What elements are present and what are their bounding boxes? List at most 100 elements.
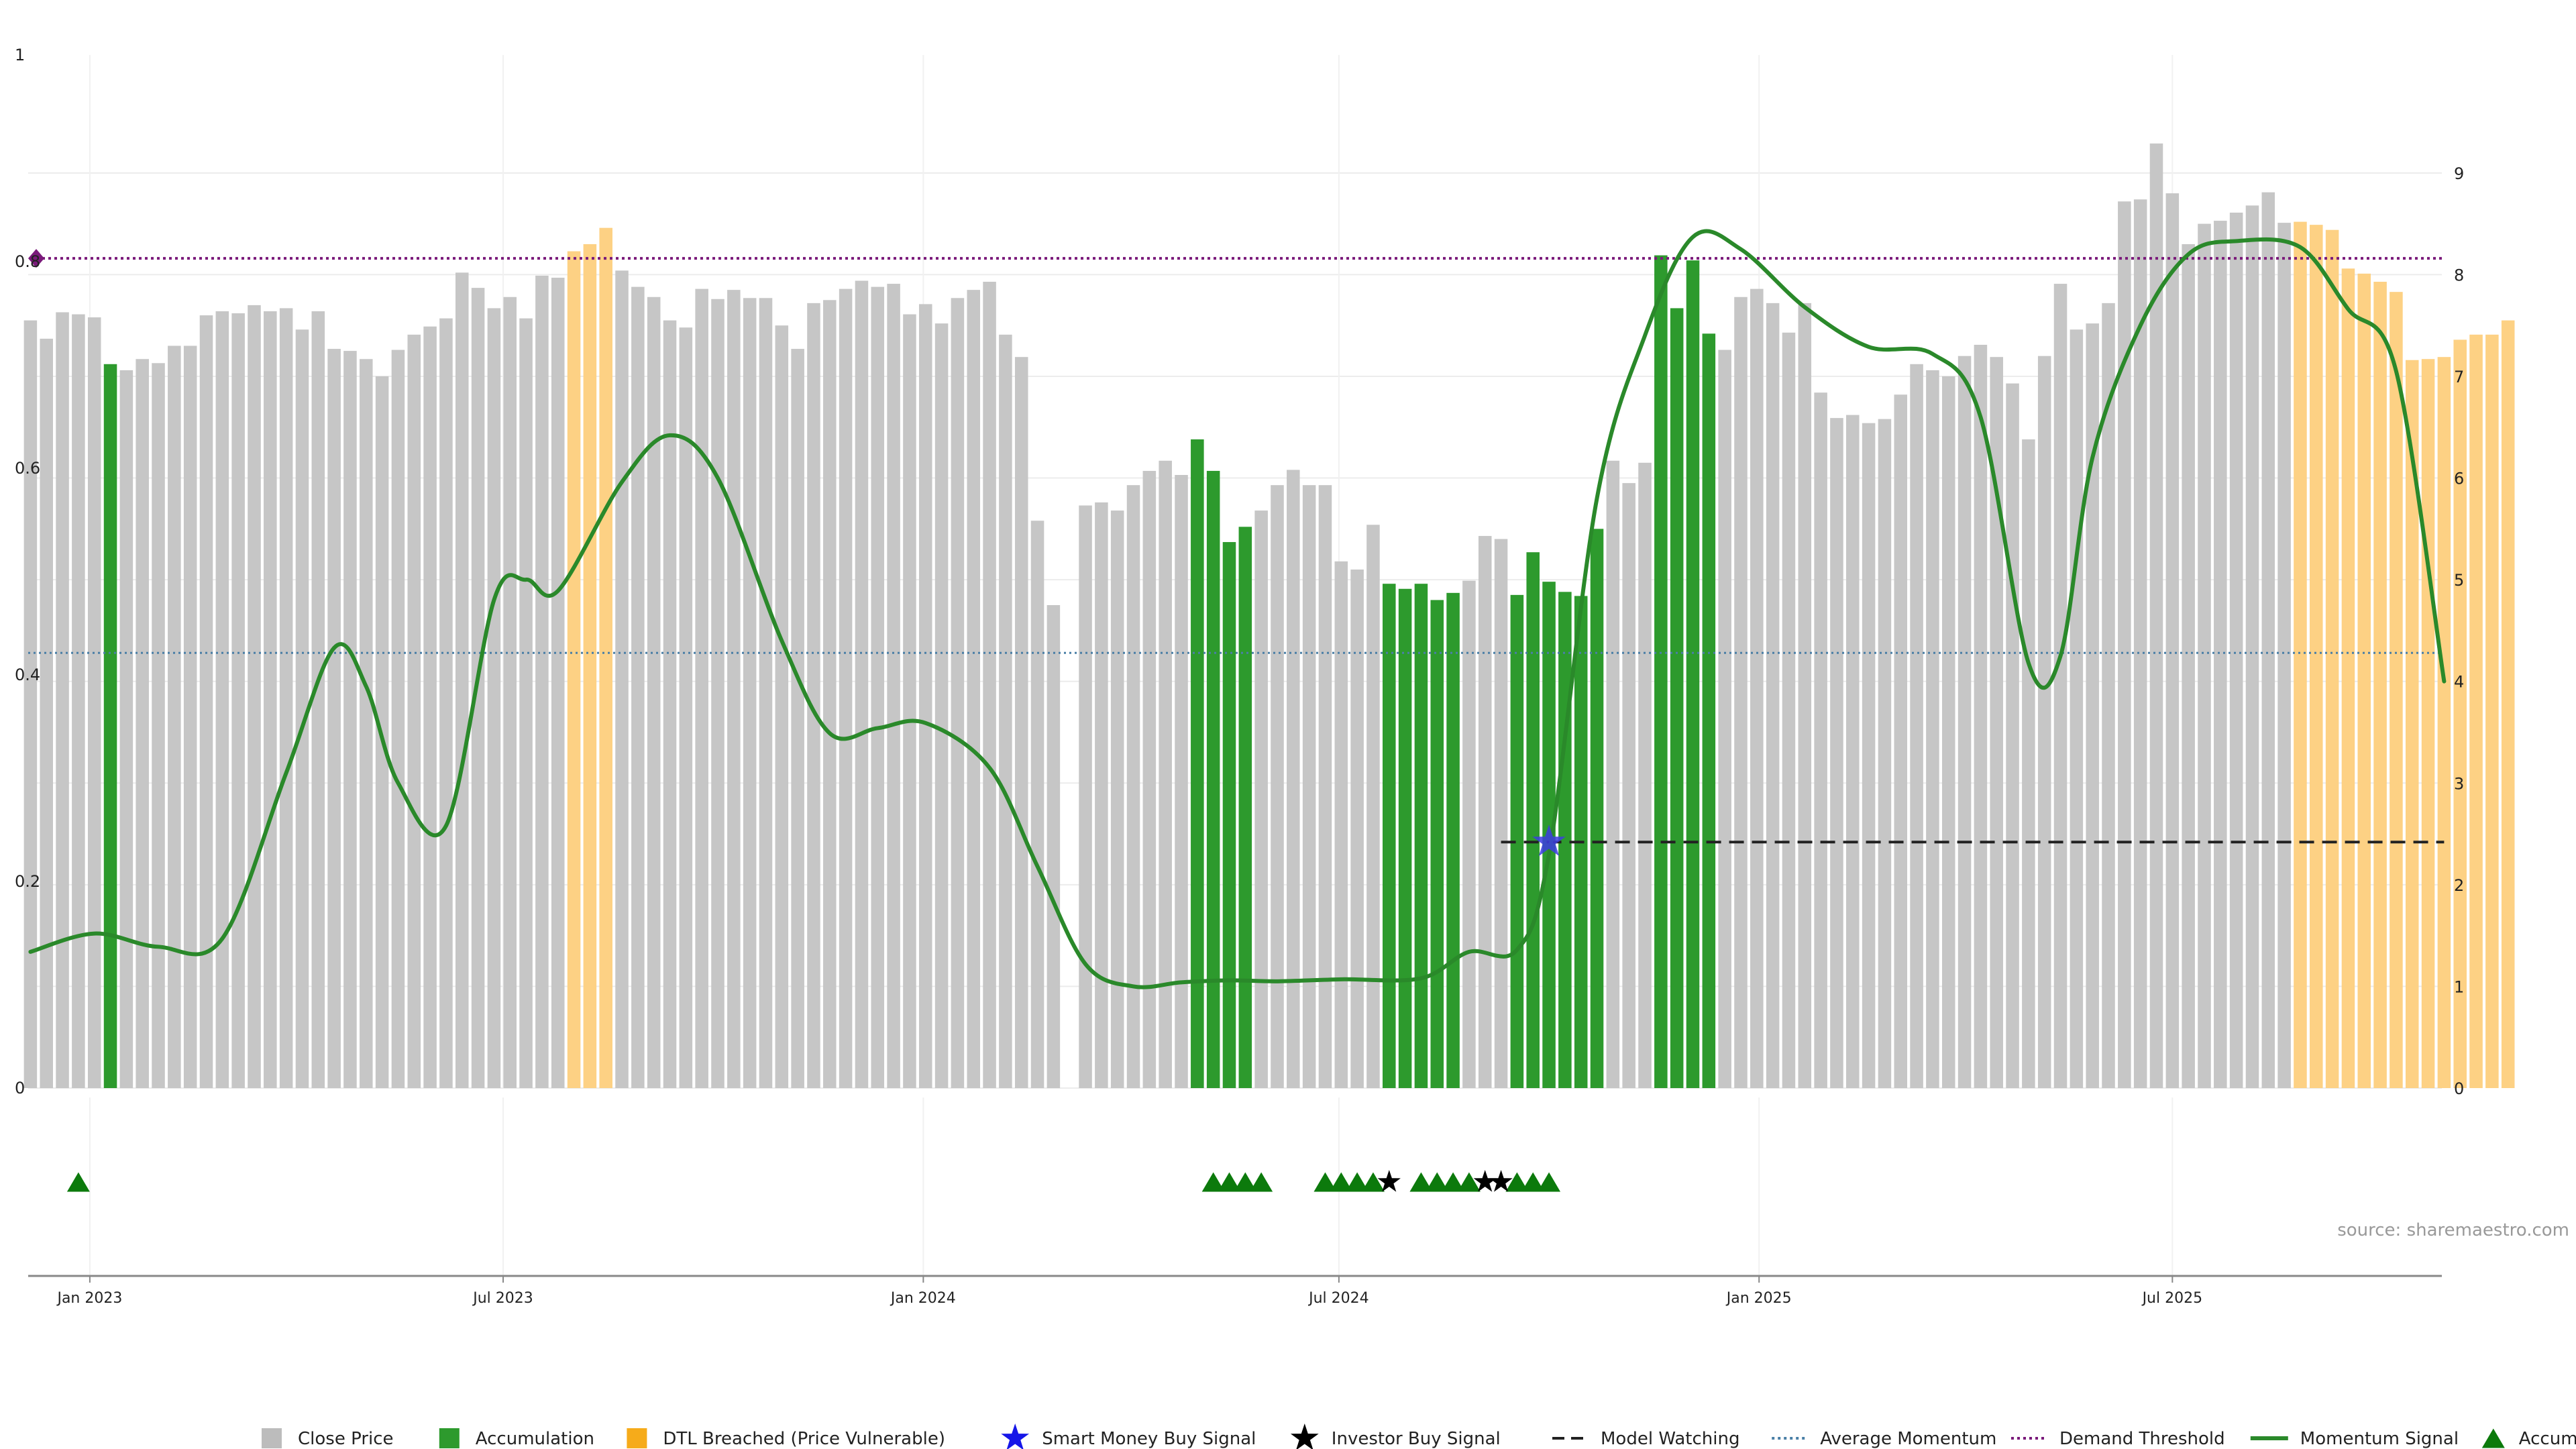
bar-close-58 [951,298,965,1088]
bar-close-29 [487,308,501,1088]
x-tick-label: Jan 2024 [890,1290,956,1307]
bar-dtl-149 [2405,360,2419,1089]
x-tick-label: Jul 2023 [472,1290,533,1307]
bar-close-72 [1175,475,1188,1088]
bar-close-123 [1990,357,2003,1088]
bar-close-90 [1462,580,1476,1088]
legend-label-accumulation-marker: Accumulation [2519,1429,2576,1449]
bar-dtl-155 [2501,320,2515,1088]
bar-close-13 [231,313,245,1088]
bar-close-80 [1302,485,1316,1088]
bar-accumulation-5 [103,364,117,1089]
bar-close-38 [631,286,645,1088]
bar-close-62 [1014,357,1028,1088]
bar-dtl-34 [567,251,581,1089]
demand-threshold-diamond [28,249,44,268]
right-y-tick-label: 5 [2454,571,2464,590]
bar-accumulation-86 [1398,588,1412,1088]
bar-close-117 [1894,394,1908,1089]
bar-close-106 [1718,350,1731,1089]
bar-dtl-147 [2373,282,2387,1088]
bar-close-78 [1271,485,1284,1088]
bar-close-31 [519,318,533,1088]
bar-close-109 [1766,303,1780,1088]
bar-close-66 [1079,505,1092,1088]
bar-accumulation-93 [1510,594,1524,1088]
bar-close-23 [391,350,405,1089]
bar-close-61 [999,334,1012,1089]
right-y-tick-label: 7 [2454,368,2464,386]
bar-close-70 [1142,470,1157,1088]
bar-dtl-150 [2421,359,2435,1088]
bar-close-137 [2214,221,2227,1089]
bar-accumulation-76 [1238,527,1252,1088]
bar-close-18 [311,311,325,1088]
bar-close-4 [87,317,101,1088]
right-y-tick-label: 4 [2454,673,2464,692]
bar-close-49 [807,303,820,1088]
bar-accumulation-88 [1430,600,1444,1088]
bar-close-2 [56,312,69,1088]
left-y-tick-label: 0.6 [15,459,40,478]
bar-close-67 [1095,502,1108,1088]
accumulation-marker-4 [1250,1172,1273,1192]
bar-close-26 [439,318,453,1088]
bar-accumulation-85 [1382,584,1396,1088]
bar-accumulation-74 [1206,470,1220,1088]
bar-close-12 [215,311,229,1088]
legend-label-dtl-breached: DTL Breached (Price Vulnerable) [663,1429,945,1449]
bar-accumulation-98 [1590,529,1604,1088]
bar-close-92 [1494,539,1508,1088]
accumulation-marker-9 [1409,1172,1433,1192]
bar-close-132 [2133,199,2147,1088]
bar-close-57 [934,323,949,1088]
right-y-tick-label: 1 [2454,977,2464,996]
bar-dtl-143 [2310,225,2323,1089]
bar-close-134 [2165,193,2180,1088]
legend-label-accumulation-bar: Accumulation [476,1429,594,1449]
x-tick-label: Jan 2023 [56,1290,122,1307]
bar-close-81 [1318,485,1332,1088]
bar-close-40 [663,320,677,1088]
accumulation-marker-15 [1538,1172,1561,1192]
legend-label-average-momentum: Average Momentum [1820,1429,1996,1449]
bar-close-139 [2245,205,2259,1089]
bar-close-99 [1606,460,1620,1088]
investor-buy-marker-1 [1473,1170,1497,1192]
bar-close-21 [360,359,373,1088]
bar-close-54 [887,284,900,1088]
legend-swatch-accumulation-marker [2481,1428,2505,1448]
bar-close-63 [1030,521,1044,1088]
bar-dtl-152 [2453,339,2467,1089]
bar-dtl-145 [2341,268,2355,1088]
smart-money-buy-signal-star [1532,824,1566,857]
accumulation-marker-14 [1521,1172,1545,1192]
bar-close-50 [823,300,837,1088]
bar-close-119 [1926,370,1939,1089]
bar-dtl-142 [2294,221,2307,1089]
bar-close-43 [711,299,724,1088]
bar-dtl-144 [2325,229,2339,1089]
accumulation-marker-5 [1313,1172,1337,1192]
bar-close-110 [1782,332,1796,1089]
bar-accumulation-103 [1670,308,1684,1088]
bar-close-17 [295,329,309,1089]
bar-close-101 [1638,462,1652,1088]
right-y-tick-label: 0 [2454,1079,2464,1098]
bar-accumulation-104 [1686,260,1700,1088]
bar-close-111 [1798,303,1812,1088]
x-tick-label: Jul 2024 [1307,1290,1369,1307]
bar-close-114 [1846,415,1860,1088]
legend-label-momentum-signal: Momentum Signal [2300,1429,2459,1449]
bar-close-47 [775,325,789,1088]
bar-close-30 [503,297,517,1088]
bar-close-120 [1941,376,1955,1089]
bar-close-133 [2149,143,2163,1088]
bar-close-131 [2118,201,2131,1089]
bar-close-11 [199,315,213,1088]
accumulation-marker-12 [1457,1172,1481,1192]
bar-accumulation-87 [1414,584,1428,1088]
bar-close-10 [183,345,197,1089]
legend-swatch-investor-buy-signal [1290,1424,1319,1449]
bar-close-44 [727,290,741,1088]
